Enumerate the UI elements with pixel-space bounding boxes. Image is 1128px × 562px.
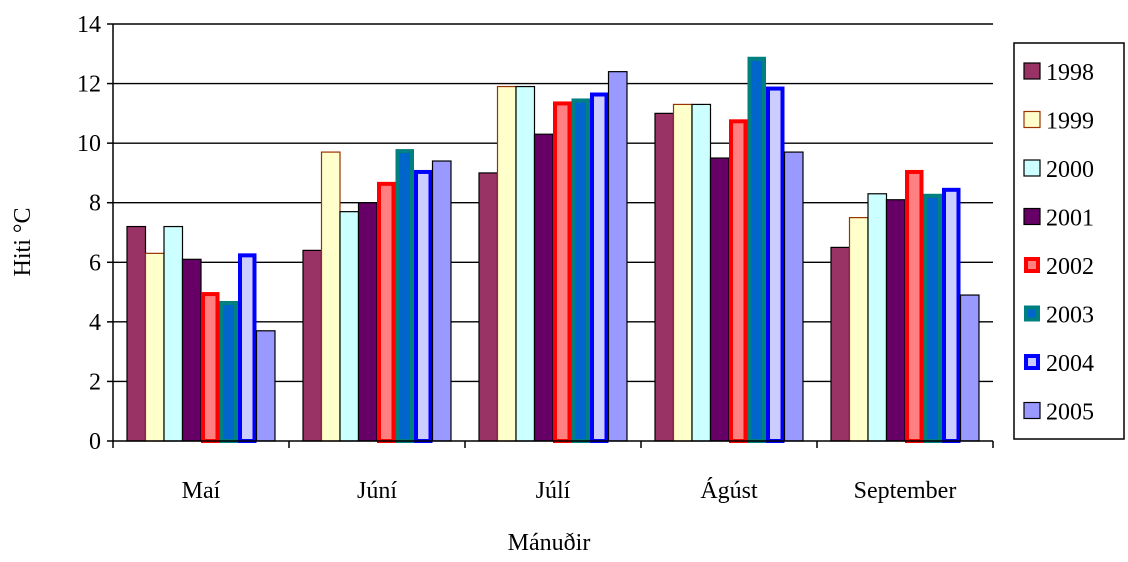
bar-1998-Ágúst [654, 112, 675, 442]
legend-swatch-2001 [1023, 207, 1041, 226]
bar-2002-Maí [201, 292, 220, 444]
bar-2000-Ágúst [691, 103, 712, 442]
bar-2004-Júlí [590, 92, 609, 443]
bar-1998-September [830, 246, 851, 442]
bar-2003-September [923, 193, 942, 443]
bar-1999-Maí [144, 252, 165, 442]
bar-2002-Ágúst [729, 119, 748, 443]
bar-2002-September [905, 169, 924, 443]
bar-2004-Júní [414, 169, 433, 443]
bar-2005-Maí [255, 330, 276, 442]
bar-2003-Júní [395, 149, 414, 443]
bar-1998-Maí [126, 225, 147, 442]
bar-2005-September [959, 294, 980, 442]
bar-2005-Júní [431, 160, 452, 442]
bar-2001-Ágúst [709, 157, 730, 442]
x-tick-label-1: Júní [357, 478, 397, 504]
legend-swatch-1999 [1023, 110, 1041, 129]
bar-2002-Júlí [553, 101, 572, 443]
legend-swatch-1998 [1023, 62, 1041, 80]
legend-label-2004: 2004 [1046, 351, 1094, 377]
x-tick-label-2: Júlí [536, 478, 571, 504]
y-tick-label-2: 2 [89, 369, 101, 395]
y-tick-label-4: 4 [89, 310, 101, 336]
legend-label-1998: 1998 [1046, 60, 1094, 86]
legend-label-2002: 2002 [1046, 254, 1094, 280]
bar-2003-Maí [219, 301, 238, 443]
bar-1999-Júní [320, 151, 341, 442]
bar-2003-Ágúst [747, 56, 766, 444]
bar-2000-Júní [339, 211, 360, 442]
x-axis-label: Mánuðir [508, 530, 591, 556]
legend: 1998 1999 2000 2001 2002 2003 2004 2005 [1013, 42, 1125, 440]
legend-label-1999: 1999 [1046, 109, 1094, 135]
legend-swatch-2000 [1023, 159, 1041, 177]
y-tick-label-10: 10 [77, 131, 101, 157]
y-tick-label-14: 14 [77, 12, 101, 38]
bar-2002-Júní [377, 181, 396, 443]
y-tick-label-8: 8 [89, 191, 101, 217]
y-tick-label-0: 0 [89, 429, 101, 455]
legend-label-2000: 2000 [1046, 157, 1094, 183]
legend-label-2001: 2001 [1046, 206, 1094, 232]
bar-2001-Júní [357, 202, 378, 442]
bars [126, 56, 980, 444]
bar-2000-Júlí [515, 85, 536, 442]
y-tick-label-6: 6 [89, 250, 101, 276]
x-tick-label-4: September [854, 478, 957, 504]
bar-2000-September [867, 193, 888, 442]
axes [107, 23, 994, 448]
bar-2005-Ágúst [783, 151, 804, 442]
legend-swatch-2002 [1024, 257, 1040, 273]
legend-label-2003: 2003 [1046, 303, 1094, 329]
x-tick-labels: Maí Júní Júlí Ágúst September [182, 478, 957, 504]
bar-2001-September [885, 199, 906, 442]
bar-2000-Maí [163, 225, 184, 442]
bar-1999-Júlí [496, 85, 517, 442]
bar-2004-Maí [238, 253, 257, 443]
bar-2003-Júlí [571, 98, 590, 443]
legend-swatch-2003 [1024, 305, 1040, 322]
bar-2004-Ágúst [766, 86, 785, 444]
y-tick-label-12: 12 [77, 72, 101, 98]
bar-2001-Júlí [533, 133, 554, 442]
y-axis-label: Hiti °C [10, 208, 36, 277]
legend-swatch-2005 [1023, 401, 1041, 420]
x-tick-label-3: Ágúst [700, 478, 758, 504]
bar-2004-September [942, 187, 961, 443]
bar-2001-Maí [181, 258, 202, 442]
legend-box [1013, 42, 1125, 440]
bar-1999-September [848, 217, 869, 442]
legend-label-2005: 2005 [1046, 400, 1094, 426]
bar-1998-Júní [302, 249, 323, 442]
bar-1998-Júlí [478, 172, 499, 442]
legend-swatch-2004 [1024, 354, 1040, 370]
bar-1999-Ágúst [672, 103, 693, 442]
bar-2005-Júlí [607, 71, 628, 442]
y-tick-labels: 0 2 4 6 8 10 12 14 [77, 12, 101, 455]
x-tick-label-0: Maí [182, 478, 221, 504]
